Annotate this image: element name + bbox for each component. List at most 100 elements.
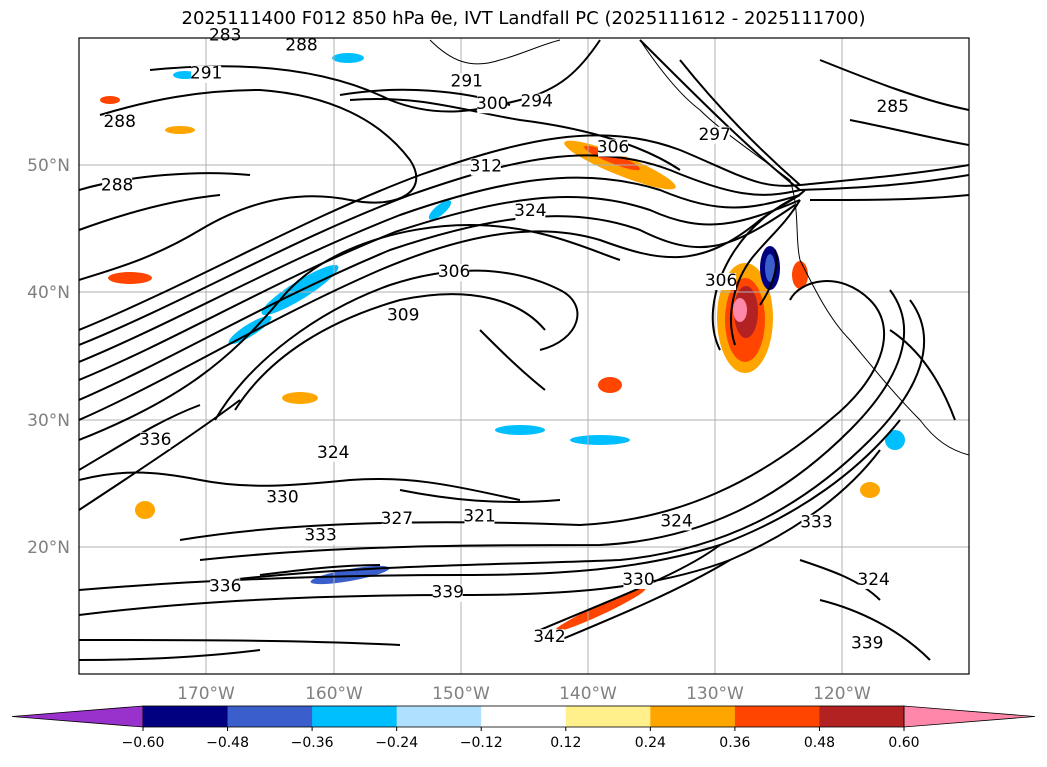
- contour-label: 324: [317, 443, 349, 463]
- colorbar-segment: [227, 706, 313, 727]
- contour-label: 324: [857, 570, 889, 590]
- contour-label-bg: [877, 98, 908, 116]
- lon-tick-label: 170°W: [177, 684, 235, 704]
- contour-line: [479, 329, 546, 391]
- contour-label: 339: [851, 634, 883, 654]
- contour-label-bg: [286, 37, 317, 55]
- contour-line: [179, 280, 886, 541]
- colorbar-tick-label: −0.24: [375, 735, 418, 751]
- contour-label: 312: [470, 157, 502, 177]
- plot-frame: [78, 37, 970, 675]
- contour-label: 288: [285, 36, 317, 56]
- contour-line: [199, 289, 905, 561]
- coastlines: [429, 39, 969, 456]
- colorbar-frame: [142, 705, 905, 728]
- coastline: [639, 39, 969, 456]
- contour-label: 321: [463, 506, 495, 526]
- lon-tick-label: 150°W: [432, 684, 490, 704]
- colorbar-tick-label: −0.36: [291, 735, 334, 751]
- contour-label-bg: [267, 489, 298, 507]
- colorbar-segment: [734, 706, 820, 727]
- contour-line: [259, 564, 381, 576]
- contour-line: [79, 195, 801, 381]
- contour-label: 288: [101, 176, 133, 196]
- contour-label: 306: [597, 137, 629, 157]
- contour-line: [809, 194, 969, 201]
- contour-label-bg: [102, 177, 133, 195]
- lon-tick-label: 140°W: [559, 684, 617, 704]
- colorbar: −0.60 −0.48 −0.36 −0.24 −0.12 0.12 0.24 0.36 0.4…: [11, 705, 1036, 751]
- contour-label-bg: [432, 584, 463, 602]
- contour-label-bg: [521, 93, 552, 111]
- contour-label: 285: [876, 97, 908, 117]
- colorbar-tick-label: −0.60: [122, 735, 165, 751]
- contour-label: 327: [381, 509, 413, 529]
- contour-label-bg: [318, 444, 349, 462]
- lon-tick-label: 130°W: [686, 684, 744, 704]
- contour-line: [799, 559, 881, 601]
- contour-line: [819, 599, 931, 661]
- colorbar-segment: [650, 706, 736, 727]
- contour-label: 297: [698, 125, 730, 145]
- contour-label-bg: [706, 273, 737, 291]
- contour-line: [79, 404, 201, 471]
- colorbar-tick-label: 0.60: [888, 735, 919, 751]
- contour-label-bg: [210, 27, 241, 45]
- contour-line: [229, 299, 925, 581]
- contour-line: [679, 59, 801, 186]
- contour-label-bg: [451, 73, 482, 91]
- contour-label: 288: [103, 112, 135, 132]
- contour-label-bg: [598, 139, 628, 157]
- contour-line: [759, 249, 778, 306]
- contour-label-bg: [381, 510, 412, 528]
- lat-tick-label: 20°N: [27, 538, 70, 558]
- colorbar-tick-label: 0.36: [719, 735, 750, 751]
- contour-label: 283: [209, 26, 241, 46]
- colorbar-tick-label: 0.48: [804, 735, 835, 751]
- contour-line: [819, 59, 969, 111]
- contour-line: [79, 88, 418, 281]
- contour-label-bg: [534, 629, 565, 647]
- contour-label: 333: [800, 513, 832, 533]
- contour-line: [849, 119, 969, 146]
- shade-patch: [733, 298, 747, 322]
- contour-label-bg: [470, 158, 501, 176]
- contour-label-bg: [191, 65, 222, 83]
- colorbar-segment: [312, 706, 398, 727]
- lat-tick-label: 30°N: [27, 411, 70, 431]
- colorbar-tick-label: 0.24: [635, 735, 666, 751]
- shade-patch: [135, 501, 155, 519]
- contour-line: [79, 176, 801, 363]
- contour-label-bg: [477, 96, 508, 114]
- contour-label: 336: [139, 430, 171, 450]
- contour-line: [79, 639, 401, 646]
- contour-label: 309: [387, 305, 419, 325]
- contour-label: 324: [514, 201, 546, 221]
- lat-tick-label: 50°N: [27, 156, 70, 176]
- contour-label-bg: [104, 114, 135, 132]
- contour-labels: 283 288 291 291 300 294 285 288 306 297 312 288 324 3…: [101, 26, 909, 654]
- contour-label: 306: [438, 262, 470, 282]
- contour-line: [349, 98, 681, 171]
- contour-line: [730, 199, 801, 346]
- colorbar-segment: [481, 706, 567, 727]
- shade-patch: [165, 126, 195, 134]
- contour-label-bg: [852, 635, 883, 653]
- contour-label: 330: [622, 570, 654, 590]
- contour-line: [799, 174, 969, 191]
- contour-line: [79, 223, 621, 441]
- shade-patch: [554, 588, 646, 632]
- theta-e-contours: [79, 39, 969, 661]
- contour-line: [234, 293, 546, 411]
- shade-patch: [885, 430, 905, 450]
- contour-label: 324: [660, 511, 692, 531]
- contour-label: 339: [431, 583, 463, 603]
- lon-tick-label: 160°W: [305, 684, 363, 704]
- shade-patch: [310, 565, 390, 585]
- shade-patch: [100, 96, 120, 104]
- colorbar-extend-min: [11, 705, 144, 728]
- shade-patch: [173, 71, 197, 79]
- contour-label: 291: [451, 71, 483, 91]
- contour-line: [889, 329, 956, 421]
- contour-label: 306: [705, 271, 737, 291]
